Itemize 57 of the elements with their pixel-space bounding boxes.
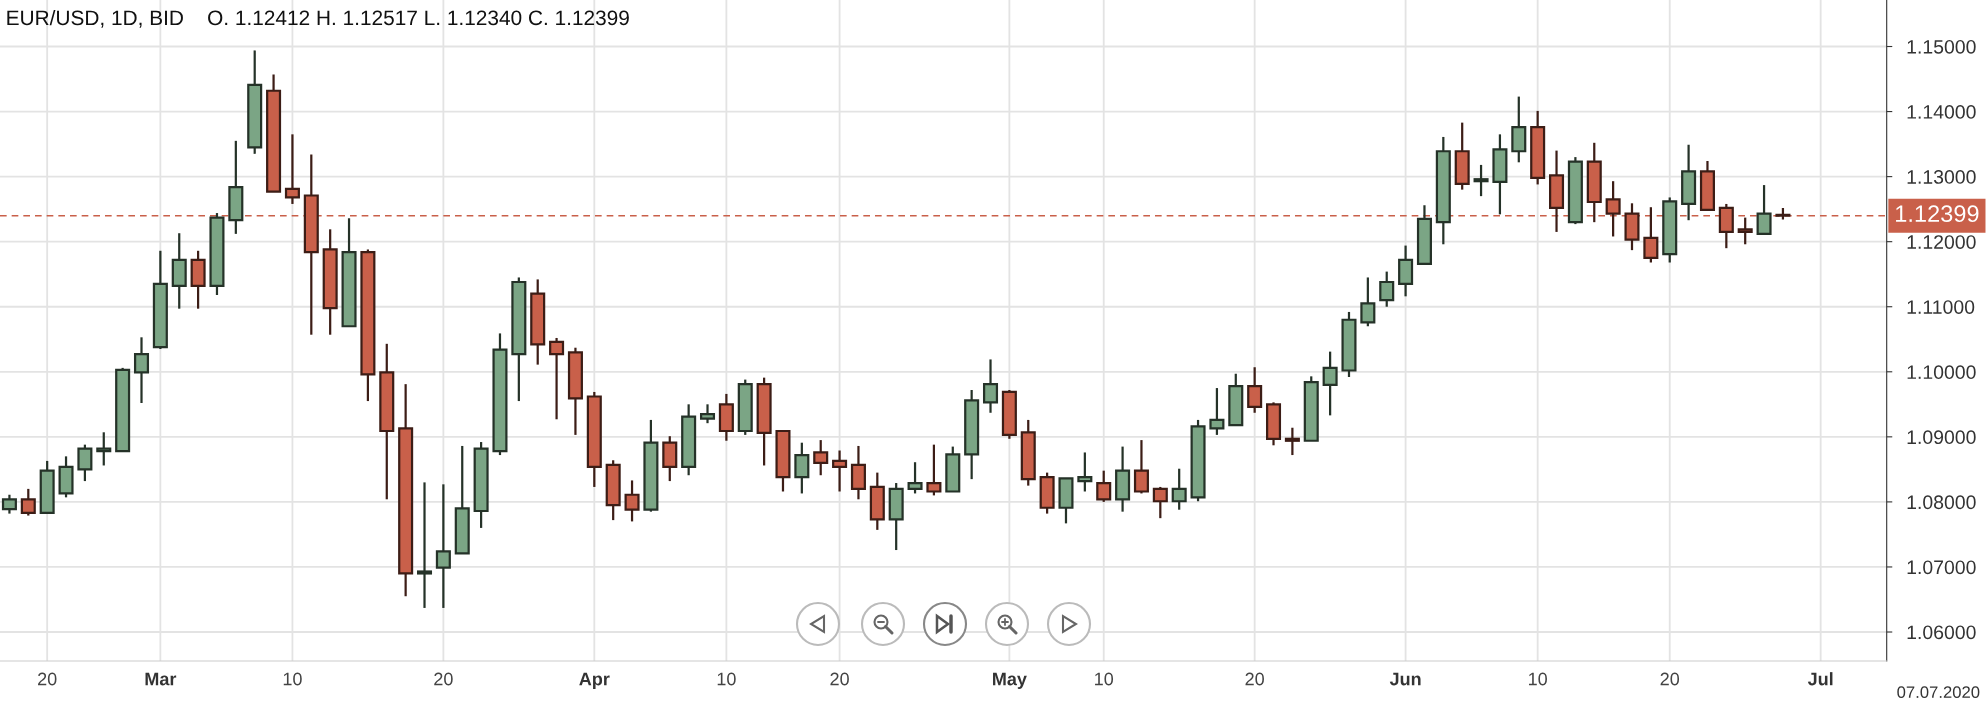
- candlestick: [1171, 467, 1187, 511]
- candlestick: [1322, 350, 1338, 417]
- y-tick-label: 1.11000: [1907, 300, 1975, 314]
- y-tick-label: 1.10000: [1907, 365, 1976, 380]
- y-tick-label: 1.14000: [1907, 105, 1976, 119]
- x-tick-label: Jul: [1807, 672, 1833, 686]
- y-tick-label: 1.06000: [1907, 625, 1976, 640]
- candlestick: [1284, 426, 1300, 457]
- x-tick-label: 20: [1245, 672, 1264, 686]
- x-tick-label: 20: [1660, 672, 1680, 686]
- candlestick: [1152, 485, 1168, 520]
- candlestick: [1133, 438, 1149, 495]
- x-tick-label: May: [993, 672, 1027, 689]
- x-tick-label: 20: [38, 672, 57, 686]
- candlestick: [813, 438, 829, 477]
- x-tick-label: 10: [1095, 672, 1114, 686]
- y-tick-label: 1.08000: [1907, 495, 1976, 510]
- candlestick: [1756, 183, 1772, 235]
- candlestick: [1209, 386, 1225, 436]
- candlestick: [1247, 366, 1263, 414]
- candlestick: [926, 443, 942, 497]
- x-tick-label: Jun: [1389, 672, 1421, 686]
- candlestick: [794, 441, 810, 495]
- candlestick: [1360, 276, 1376, 328]
- candlestick: [1096, 469, 1112, 504]
- candlestick: [96, 431, 112, 467]
- candlestick: [20, 487, 36, 517]
- candlestick: [1, 493, 17, 515]
- y-tick-label: 1.09000: [1907, 430, 1976, 445]
- x-tick-label: 10: [283, 672, 302, 686]
- x-tick-label: 20: [830, 672, 849, 686]
- candlestick: [907, 461, 923, 495]
- candlestick: [1077, 451, 1093, 493]
- candlestick: [77, 443, 93, 483]
- candlestick: [416, 481, 433, 610]
- y-tick-label: 1.13000: [1907, 170, 1976, 184]
- ref-line-label: 1.12399: [1896, 205, 1979, 223]
- text: 07.07.2020: [1897, 686, 1980, 699]
- candlestick: [624, 479, 640, 523]
- candlestick: [1379, 270, 1395, 308]
- x-tick-label: 10: [717, 672, 736, 686]
- candlestick: [832, 449, 848, 493]
- x-tick-label: 10: [1529, 672, 1547, 686]
- candlestick: [982, 358, 999, 414]
- y-tick-label: 1.12000: [1907, 235, 1976, 249]
- y-tick-label: 1.07000: [1907, 560, 1976, 575]
- candlestick: [284, 133, 300, 206]
- chart-title: EUR/USD, 1D, BID O. 1.12412 H. 1.12517 L. 1.12340 C. 1.12399: [7, 9, 629, 28]
- candlestick: [699, 403, 716, 425]
- candlestick: [435, 483, 451, 610]
- candlestick: [1473, 163, 1489, 198]
- candlestick: [133, 336, 150, 405]
- x-tick-label: 20: [434, 672, 453, 686]
- x-tick-label: Mar: [145, 672, 177, 686]
- candlestick: [549, 336, 565, 421]
- y-tick-label: 1.15000: [1907, 39, 1976, 54]
- x-tick-label: Apr: [579, 672, 610, 689]
